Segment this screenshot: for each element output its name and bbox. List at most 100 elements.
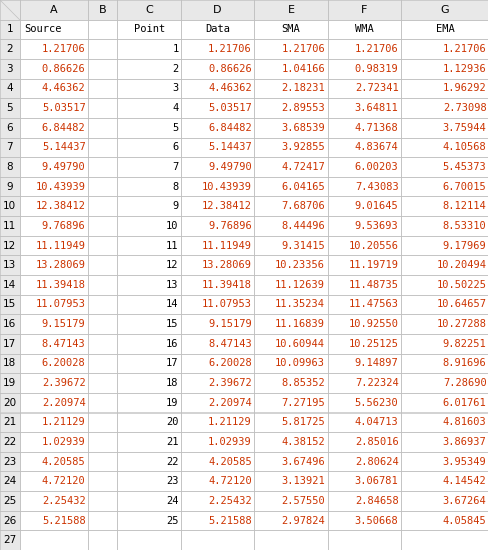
Bar	[400, 393, 488, 412]
Text: 3.64811: 3.64811	[354, 103, 398, 113]
Bar	[117, 20, 181, 39]
Text: 23: 23	[165, 476, 178, 486]
Text: 13.28069: 13.28069	[36, 260, 85, 270]
Bar	[88, 0, 117, 20]
Text: 19: 19	[165, 398, 178, 408]
Text: 4.46362: 4.46362	[208, 84, 251, 94]
Bar	[254, 157, 327, 177]
Text: 9.49790: 9.49790	[42, 162, 85, 172]
Text: 4.14542: 4.14542	[442, 476, 486, 486]
Text: 8: 8	[6, 162, 13, 172]
Bar	[0, 196, 20, 216]
Bar	[181, 275, 254, 295]
Bar	[88, 393, 117, 412]
Text: 4.81603: 4.81603	[442, 417, 486, 427]
Bar	[20, 432, 88, 452]
Bar	[254, 412, 327, 432]
Bar	[88, 196, 117, 216]
Text: 9.76896: 9.76896	[42, 221, 85, 231]
Text: 6.00203: 6.00203	[354, 162, 398, 172]
Bar	[181, 79, 254, 98]
Bar	[181, 334, 254, 354]
Text: 8.47143: 8.47143	[208, 339, 251, 349]
Bar	[254, 491, 327, 511]
Bar	[117, 138, 181, 157]
Bar	[0, 452, 20, 471]
Text: 11.11949: 11.11949	[36, 240, 85, 251]
Bar	[400, 373, 488, 393]
Text: 3.13921: 3.13921	[281, 476, 325, 486]
Text: 4.38152: 4.38152	[281, 437, 325, 447]
Bar	[400, 39, 488, 59]
Bar	[400, 236, 488, 255]
Text: 4.20585: 4.20585	[208, 456, 251, 466]
Bar	[254, 255, 327, 275]
Text: 1.04166: 1.04166	[281, 64, 325, 74]
Bar	[254, 236, 327, 255]
Bar	[0, 393, 20, 412]
Text: 1.21706: 1.21706	[281, 44, 325, 54]
Text: 2.57550: 2.57550	[281, 496, 325, 506]
Text: 3: 3	[6, 64, 13, 74]
Text: 10.43939: 10.43939	[202, 182, 251, 191]
Bar	[181, 295, 254, 314]
Bar	[181, 393, 254, 412]
Bar	[20, 314, 88, 334]
Bar	[400, 491, 488, 511]
Bar	[20, 412, 88, 432]
Text: 12.38412: 12.38412	[36, 201, 85, 211]
Bar	[327, 511, 400, 530]
Text: 9.01645: 9.01645	[354, 201, 398, 211]
Text: 5: 5	[172, 123, 178, 133]
Bar	[254, 354, 327, 373]
Bar	[20, 334, 88, 354]
Text: 21: 21	[3, 417, 17, 427]
Text: 5.45373: 5.45373	[442, 162, 486, 172]
Bar	[88, 20, 117, 39]
Bar	[88, 354, 117, 373]
Bar	[20, 216, 88, 236]
Text: 10.20556: 10.20556	[348, 240, 398, 251]
Bar	[0, 236, 20, 255]
Bar	[400, 216, 488, 236]
Text: 2: 2	[6, 44, 13, 54]
Text: 10.09963: 10.09963	[275, 359, 325, 369]
Text: 5.21588: 5.21588	[208, 515, 251, 526]
Text: 10.43939: 10.43939	[36, 182, 85, 191]
Text: 17: 17	[165, 359, 178, 369]
Bar	[117, 98, 181, 118]
Bar	[254, 432, 327, 452]
Text: 25: 25	[165, 515, 178, 526]
Bar	[327, 530, 400, 550]
Bar	[20, 20, 88, 39]
Bar	[327, 491, 400, 511]
Bar	[181, 452, 254, 471]
Text: 9.31415: 9.31415	[281, 240, 325, 251]
Text: Point: Point	[133, 24, 164, 35]
Text: 5.14437: 5.14437	[42, 142, 85, 152]
Text: 18: 18	[3, 359, 17, 369]
Bar	[88, 255, 117, 275]
Text: 6.20028: 6.20028	[42, 359, 85, 369]
Bar	[88, 138, 117, 157]
Text: 2.80624: 2.80624	[354, 456, 398, 466]
Bar	[181, 511, 254, 530]
Bar	[181, 39, 254, 59]
Text: 11.35234: 11.35234	[275, 299, 325, 310]
Bar	[117, 393, 181, 412]
Bar	[88, 98, 117, 118]
Bar	[117, 196, 181, 216]
Text: 3.75944: 3.75944	[442, 123, 486, 133]
Text: 2.89553: 2.89553	[281, 103, 325, 113]
Bar	[20, 0, 88, 20]
Text: Data: Data	[204, 24, 230, 35]
Bar	[327, 373, 400, 393]
Text: 11.39418: 11.39418	[202, 280, 251, 290]
Bar	[88, 275, 117, 295]
Bar	[88, 236, 117, 255]
Text: 21: 21	[165, 437, 178, 447]
Text: 1.21129: 1.21129	[208, 417, 251, 427]
Bar	[327, 334, 400, 354]
Bar	[20, 491, 88, 511]
Bar	[0, 255, 20, 275]
